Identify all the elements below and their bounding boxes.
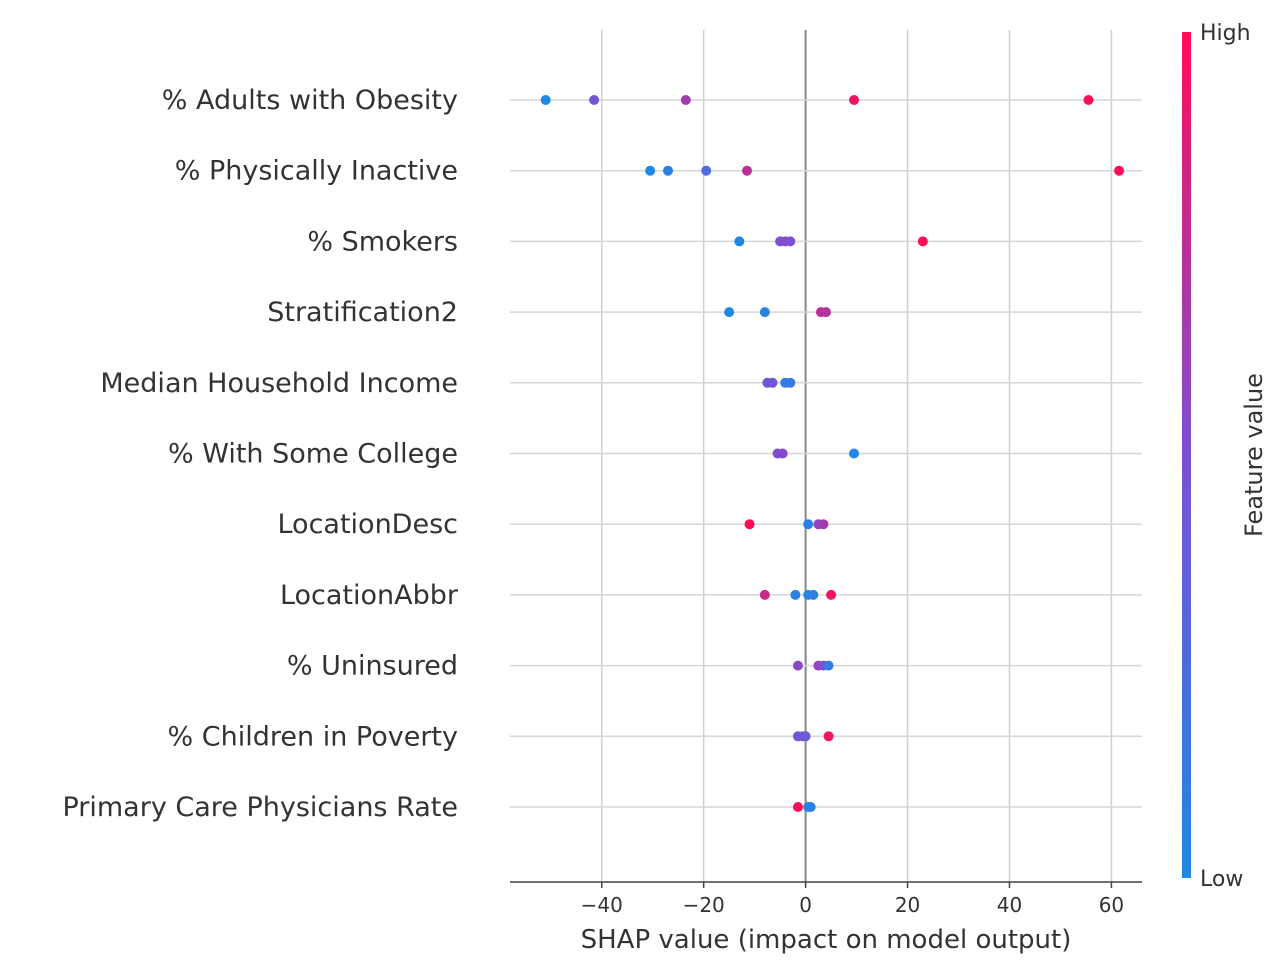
shap-point <box>792 802 803 812</box>
shap-point <box>589 95 600 105</box>
x-axis-title: SHAP value (impact on model output) <box>581 925 1072 955</box>
x-tick-label: 60 <box>1099 893 1124 917</box>
x-tick-label: 40 <box>997 893 1022 917</box>
x-tick-label: −40 <box>581 893 623 917</box>
x-tick-label: 0 <box>799 893 812 917</box>
shap-point <box>818 519 829 530</box>
shap-point <box>734 236 745 247</box>
points-layer <box>540 95 1125 812</box>
shap-point <box>821 307 831 318</box>
shap-point <box>777 448 788 459</box>
colorbar-high-label: High <box>1200 21 1251 46</box>
shap-point <box>792 660 803 671</box>
colorbar-gradient <box>1182 32 1191 878</box>
shap-point <box>744 519 755 530</box>
feature-label: LocationDesc <box>277 509 458 540</box>
shap-point <box>701 165 712 176</box>
x-tick-label: 20 <box>895 893 920 917</box>
shap-point <box>724 307 735 318</box>
feature-label: % Adults with Obesity <box>162 85 458 116</box>
shap-point <box>805 802 816 812</box>
shap-point <box>759 307 770 318</box>
shap-point <box>823 660 834 671</box>
feature-label: Stratification2 <box>267 297 458 328</box>
shap-point <box>645 165 656 176</box>
shap-point <box>785 236 796 247</box>
shap-point <box>1083 95 1094 105</box>
colorbar: High Low Feature value <box>1182 21 1268 892</box>
x-tick-label: −20 <box>683 893 725 917</box>
shap-point <box>917 236 928 247</box>
shap-point <box>790 589 801 600</box>
shap-point <box>540 95 551 105</box>
shap-point <box>823 731 834 742</box>
shap-point <box>803 519 814 530</box>
colorbar-low-label: Low <box>1200 867 1243 892</box>
shap-point <box>808 589 819 600</box>
shap-point <box>826 589 837 600</box>
x-axis: −40 −20 0 20 40 60 <box>510 881 1142 917</box>
shap-point <box>1114 165 1125 176</box>
feature-label: % Children in Poverty <box>168 721 458 752</box>
colorbar-title: Feature value <box>1240 373 1268 537</box>
shap-point <box>759 589 770 600</box>
shap-point <box>663 165 673 176</box>
feature-label: LocationAbbr <box>280 580 459 611</box>
feature-label: % Smokers <box>307 226 458 257</box>
shap-point <box>680 95 691 105</box>
shap-point <box>767 377 778 388</box>
shap-point <box>742 165 752 176</box>
shap-point <box>800 731 811 742</box>
shap-point <box>849 448 860 459</box>
shap-point <box>785 377 796 388</box>
feature-label: Primary Care Physicians Rate <box>62 792 458 823</box>
shap-point <box>849 95 860 105</box>
feature-label: % Uninsured <box>287 651 458 682</box>
feature-rows: % Adults with Obesity % Physically Inacti… <box>62 85 1142 823</box>
feature-label: % Physically Inactive <box>175 156 458 187</box>
feature-label: % With Some College <box>168 439 458 470</box>
feature-label: Median Household Income <box>100 368 458 399</box>
